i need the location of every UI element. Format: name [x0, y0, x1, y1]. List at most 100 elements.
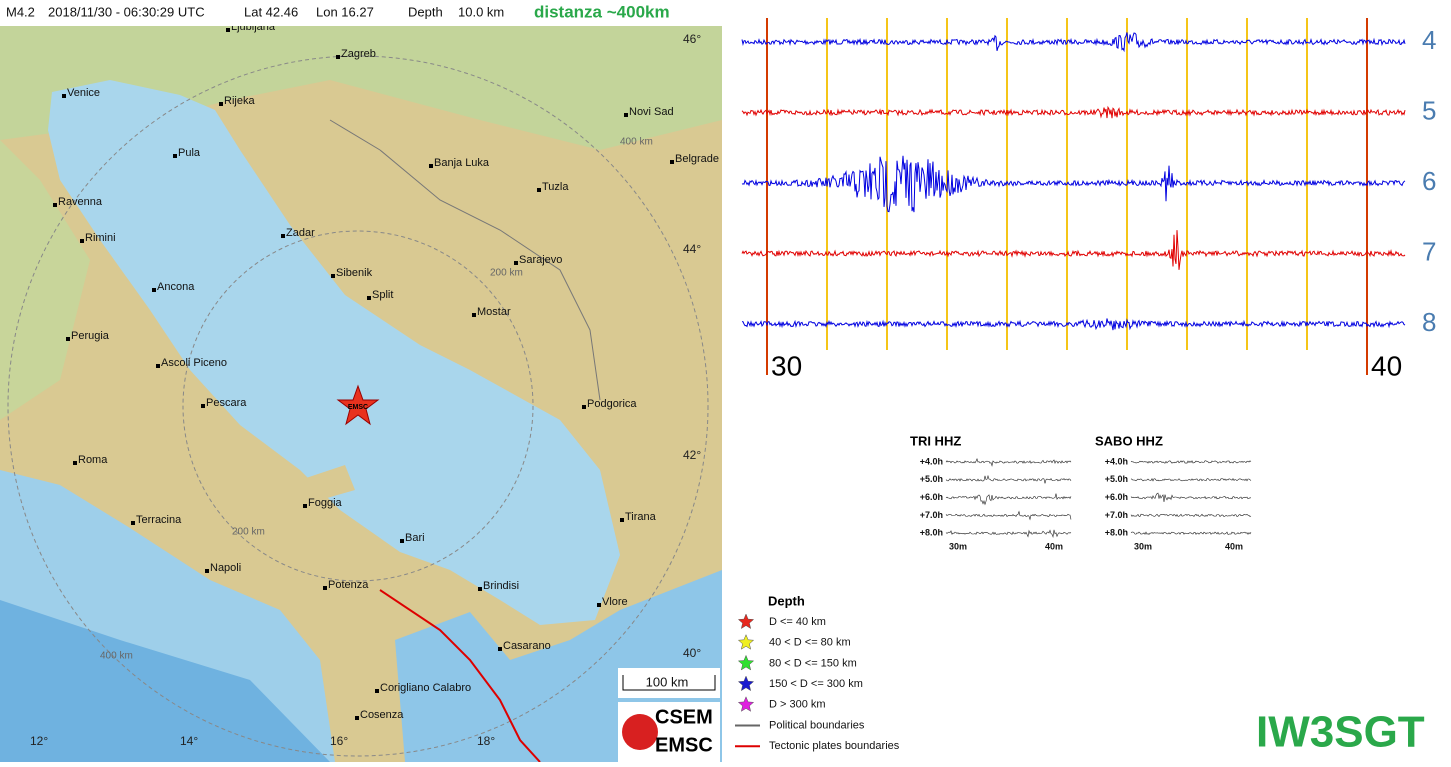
- latitude: Lat 42.46: [244, 4, 298, 19]
- city-label: Pescara: [206, 397, 247, 409]
- lon-label: 14°: [180, 734, 198, 748]
- city-label: Perugia: [71, 330, 110, 342]
- city-label: Ancona: [157, 281, 195, 293]
- station-row-label: +4.0h: [920, 456, 943, 466]
- trace: [741, 155, 1406, 213]
- city-label: Pula: [178, 147, 201, 159]
- city-label: Tirana: [625, 511, 657, 523]
- city-label: Sibenik: [336, 267, 373, 279]
- legend-star: [737, 654, 755, 671]
- city-label: Novi Sad: [629, 106, 674, 118]
- station-row-label: +8.0h: [920, 528, 943, 538]
- plate-boundary: [379, 589, 541, 763]
- adriatic: [48, 80, 620, 625]
- city-dot: [323, 586, 327, 590]
- ring-200: [182, 230, 534, 582]
- legend-star: [737, 613, 755, 630]
- city-dot: [498, 647, 502, 651]
- city-label: Cosenza: [360, 709, 404, 721]
- station-trace: [1130, 460, 1252, 464]
- lat-label: 44°: [683, 242, 701, 256]
- political-boundary: [329, 119, 601, 401]
- station-trace: [1130, 478, 1252, 482]
- station-title: TRI HHZ: [910, 433, 961, 448]
- city-dot: [537, 188, 541, 192]
- city-dot: [73, 461, 77, 465]
- epicenter-label: EMSC: [348, 404, 368, 411]
- station-trace: [945, 474, 1072, 484]
- city-label: Foggia: [308, 497, 343, 509]
- distance: distanza ~400km: [534, 2, 670, 21]
- city-dot: [400, 539, 404, 543]
- city-label: Potenza: [328, 579, 369, 591]
- legend-entry: D > 300 km: [769, 699, 826, 711]
- signature: IW3SGT: [1256, 708, 1425, 757]
- city-dot: [281, 234, 285, 238]
- city-label: Mostar: [477, 306, 511, 318]
- city-label: Brindisi: [483, 580, 519, 592]
- seismogram: [741, 18, 1406, 375]
- city-dot: [53, 203, 57, 207]
- logo-text: EMSC: [655, 734, 713, 756]
- city-dot: [670, 160, 674, 164]
- gargano: [300, 465, 355, 500]
- station-title: SABO HHZ: [1095, 433, 1163, 448]
- station-row-label: +5.0h: [920, 474, 943, 484]
- station-axis: 40m: [1045, 541, 1063, 551]
- station-trace: [1130, 513, 1252, 517]
- city-label: Corigliano Calabro: [380, 682, 471, 694]
- trace-label: 5: [1422, 95, 1436, 125]
- city-label: Tuzla: [542, 181, 569, 193]
- city-dot: [303, 504, 307, 508]
- city-label: Ascoli Piceno: [161, 357, 227, 369]
- legend-entry: 80 < D <= 150 km: [769, 657, 857, 669]
- ring-label: 200 km: [232, 527, 265, 538]
- magnitude: M4.2: [6, 4, 35, 19]
- station-trace: [1130, 492, 1252, 502]
- station-row-label: +7.0h: [920, 510, 943, 520]
- scale-label: 100 km: [646, 674, 689, 689]
- station-row-label: +4.0h: [1105, 456, 1128, 466]
- header-bar: [0, 0, 722, 26]
- logo-globe: [622, 714, 658, 750]
- lon-label: 12°: [30, 734, 48, 748]
- legend-entry: Tectonic plates boundaries: [769, 740, 900, 752]
- city-label: Bari: [405, 532, 425, 544]
- legend-entry: 40 < D <= 80 km: [769, 637, 851, 649]
- city-label: Roma: [78, 454, 108, 466]
- lat-label: 42°: [683, 448, 701, 462]
- trace: [741, 230, 1406, 270]
- lat-label: 46°: [683, 32, 701, 46]
- city-dot: [367, 296, 371, 300]
- ring-label: 400 km: [620, 137, 653, 148]
- city-dot: [62, 94, 66, 98]
- city-dot: [226, 28, 230, 32]
- trace-label: 6: [1422, 166, 1436, 196]
- trace: [741, 32, 1406, 53]
- city-label: Banja Luka: [434, 157, 490, 169]
- station-row-label: +6.0h: [920, 492, 943, 502]
- city-label: Rijeka: [224, 95, 255, 107]
- city-dot: [375, 689, 379, 693]
- city-dot: [355, 716, 359, 720]
- city-dot: [624, 113, 628, 117]
- station-axis: 40m: [1225, 541, 1243, 551]
- city-label: Casarano: [503, 640, 551, 652]
- lowland: [0, 26, 722, 150]
- city-dot: [331, 274, 335, 278]
- city-dot: [478, 587, 482, 591]
- city-label: Venice: [67, 87, 100, 99]
- station-trace: [945, 510, 1072, 521]
- legend-star: [737, 675, 755, 692]
- longitude: Lon 16.27: [316, 4, 374, 19]
- epicenter: [336, 384, 380, 426]
- city-label: Rimini: [85, 232, 116, 244]
- city-label: Belgrade: [675, 153, 719, 165]
- station-row-label: +7.0h: [1105, 510, 1128, 520]
- trace: [741, 105, 1406, 119]
- city-dot: [66, 337, 70, 341]
- legend-star: [737, 634, 755, 650]
- ring-400: [7, 55, 709, 757]
- city-dot: [173, 154, 177, 158]
